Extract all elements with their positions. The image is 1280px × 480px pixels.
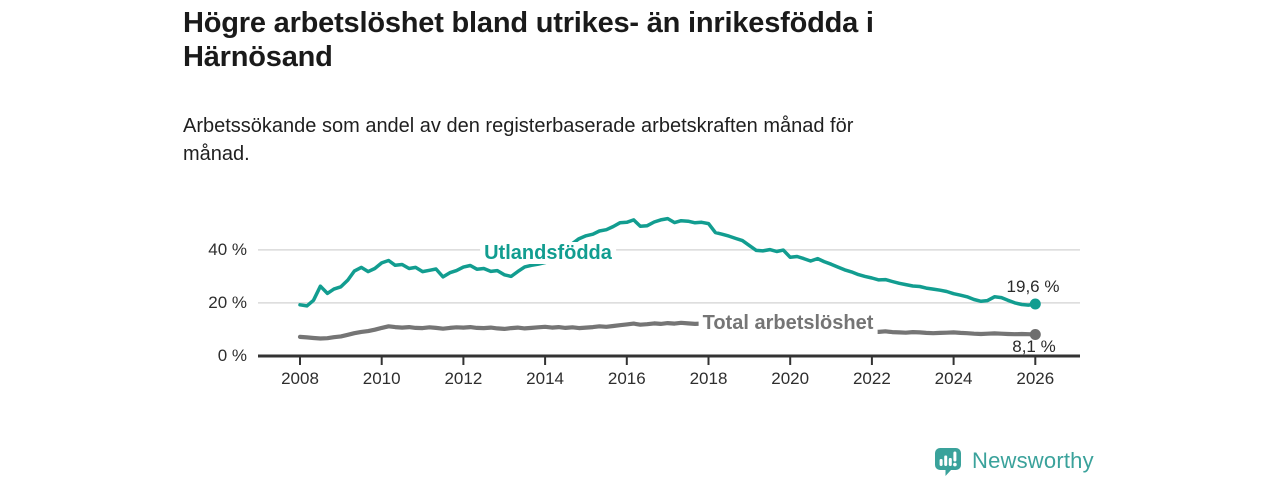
line-total-arbetsloshet xyxy=(297,320,1038,341)
newsworthy-logo[interactable]: Newsworthy xyxy=(933,446,1094,476)
chart-subtitle: Arbetssökande som andel av den registerb… xyxy=(183,112,1043,168)
chart-subtitle-line1: Arbetssökande som andel av den registerb… xyxy=(183,115,854,137)
chart-title-line2: Härnösand xyxy=(183,41,333,73)
chart-title: Högre arbetslöshet bland utrikes- än inr… xyxy=(183,6,1023,74)
newsworthy-logo-text: Newsworthy xyxy=(972,448,1094,473)
line-utlandsfodda xyxy=(298,216,1038,308)
chart-title-line1: Högre arbetslöshet bland utrikes- än inr… xyxy=(183,7,874,39)
end-value-total-arbetsloshet: 8,1 % xyxy=(1012,337,1056,356)
series-label-utlandsfodda: Utlandsfödda xyxy=(480,242,616,264)
end-dot-utlandsfodda xyxy=(1029,298,1041,310)
newsworthy-logo-icon xyxy=(935,448,961,476)
end-value-utlandsfodda: 19,6 % xyxy=(1006,277,1060,296)
chart-subtitle-line2: månad. xyxy=(183,143,250,165)
end-dot-total-arbetsloshet xyxy=(1029,329,1041,340)
series-label-total-arbetsloshet: Total arbetslöshet xyxy=(698,312,878,334)
